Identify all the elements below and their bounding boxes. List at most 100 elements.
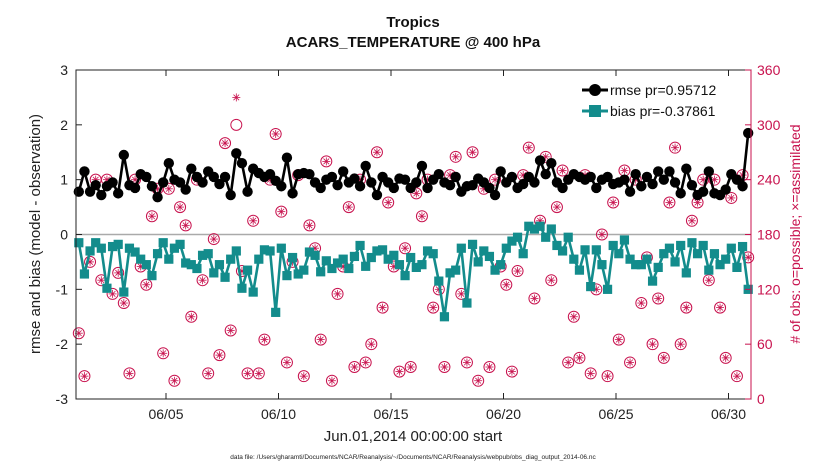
obs-possible-point xyxy=(427,301,440,314)
bias-point xyxy=(102,283,112,293)
rmse-point xyxy=(737,181,748,192)
obs-assimilated-stroke xyxy=(205,370,212,377)
obs-assimilated-stroke xyxy=(677,341,684,348)
obs-possible-point xyxy=(359,356,372,369)
obs-assimilated-stroke xyxy=(621,167,628,174)
obs-assimilated-stroke xyxy=(328,377,336,384)
obs-assimilated-point xyxy=(226,326,235,335)
obs-assimilated-point xyxy=(727,193,736,202)
obs-assimilated-point xyxy=(665,198,674,207)
obs-assimilated-point xyxy=(181,221,190,230)
obs-assimilated-stroke xyxy=(491,176,499,183)
rmse-point xyxy=(214,178,225,190)
obs-assimilated-stroke xyxy=(345,204,352,211)
obs-possible-point xyxy=(162,182,175,195)
obs-possible-point xyxy=(117,297,130,310)
obs-possible-point xyxy=(331,287,344,300)
rmse-point xyxy=(506,171,518,183)
bias-point xyxy=(74,238,84,248)
bias-point xyxy=(451,265,461,275)
bias-point xyxy=(248,287,258,297)
rmse-point xyxy=(118,149,130,161)
bias-point xyxy=(653,262,663,272)
obs-possible-point xyxy=(219,137,232,150)
obs-possible-point xyxy=(174,201,187,214)
bias-point xyxy=(214,260,225,270)
bias-point xyxy=(496,260,506,270)
obs-possible-point xyxy=(511,265,524,278)
obs-assimilated-stroke xyxy=(165,185,172,192)
rmse-point xyxy=(664,166,675,177)
obs-assimilated-point xyxy=(671,143,680,152)
obs-assimilated-point xyxy=(597,230,606,239)
obs-assimilated-point xyxy=(614,335,623,344)
obs-assimilated-point xyxy=(215,351,224,360)
obs-assimilated-stroke xyxy=(705,277,712,284)
bias-point xyxy=(158,238,168,248)
bias-point xyxy=(659,249,669,259)
obs-assimilated-stroke xyxy=(671,144,679,151)
rmse-point xyxy=(141,171,152,183)
bias-point xyxy=(175,239,185,249)
obs-possible-point xyxy=(730,370,743,383)
obs-assimilated-stroke xyxy=(81,373,88,380)
rmse-point xyxy=(444,179,456,191)
obs-assimilated-stroke xyxy=(688,217,696,224)
x-tick-label: 06/20 xyxy=(486,406,521,422)
rmse-point xyxy=(517,178,529,190)
obs-assimilated-stroke xyxy=(733,373,741,380)
bias-point xyxy=(321,256,331,266)
obs-possible-point xyxy=(528,292,541,305)
bias-point xyxy=(332,258,343,268)
rmse-point xyxy=(433,168,445,180)
obs-assimilated-point xyxy=(406,363,415,372)
obs-assimilated-point xyxy=(586,369,595,378)
obs-possible-point xyxy=(556,164,569,177)
obs-possible-point xyxy=(258,333,271,346)
obs-assimilated-point xyxy=(254,369,263,378)
obs-assimilated-point xyxy=(204,369,213,378)
obs-assimilated-point xyxy=(417,212,426,221)
obs-possible-point xyxy=(725,191,738,204)
obs-possible-point xyxy=(325,374,338,387)
rmse-point xyxy=(231,148,242,159)
obs-possible-point xyxy=(342,201,355,214)
rmse-point xyxy=(208,171,220,183)
rmse-point xyxy=(146,181,158,192)
obs-possible-point xyxy=(472,374,485,387)
rmse-point xyxy=(602,171,613,183)
obs-assimilated-stroke xyxy=(120,299,127,307)
rmse-point xyxy=(399,174,411,185)
bias-point xyxy=(152,249,163,259)
bias-point xyxy=(524,221,534,231)
bias-point xyxy=(535,221,545,231)
bias-point xyxy=(181,258,191,268)
obs-assimilated-stroke xyxy=(148,213,156,220)
bias-point xyxy=(96,243,106,253)
y-tick-label: 0 xyxy=(60,227,68,243)
bias-point xyxy=(574,265,585,275)
obs-assimilated-point xyxy=(552,203,561,212)
obs-assimilated-stroke xyxy=(272,130,279,138)
chart-subtitle: ACARS_TEMPERATURE @ 400 hPa xyxy=(286,34,541,51)
obs-assimilated-stroke xyxy=(475,377,482,384)
bias-point xyxy=(642,254,652,264)
bias-point xyxy=(237,283,247,293)
obs-assimilated-stroke xyxy=(638,299,645,307)
rmse-point xyxy=(349,173,360,184)
obs-assimilated-stroke xyxy=(716,304,724,311)
rmse-point xyxy=(366,177,377,188)
obs-assimilated-stroke xyxy=(379,304,386,311)
obs-assimilated-stroke xyxy=(559,167,566,174)
obs-assimilated-stroke xyxy=(441,363,448,371)
bias-point xyxy=(456,243,466,253)
rmse-point xyxy=(416,160,428,172)
obs-possible-point xyxy=(719,351,732,364)
obs-assimilated-stroke xyxy=(503,281,510,288)
obs-assimilated-point xyxy=(277,207,286,216)
obs-assimilated-point xyxy=(569,312,578,321)
obs-possible-point xyxy=(365,338,378,351)
bias-point xyxy=(271,307,281,317)
chart-title: Tropics xyxy=(386,14,439,31)
obs-assimilated-stroke xyxy=(722,354,729,361)
